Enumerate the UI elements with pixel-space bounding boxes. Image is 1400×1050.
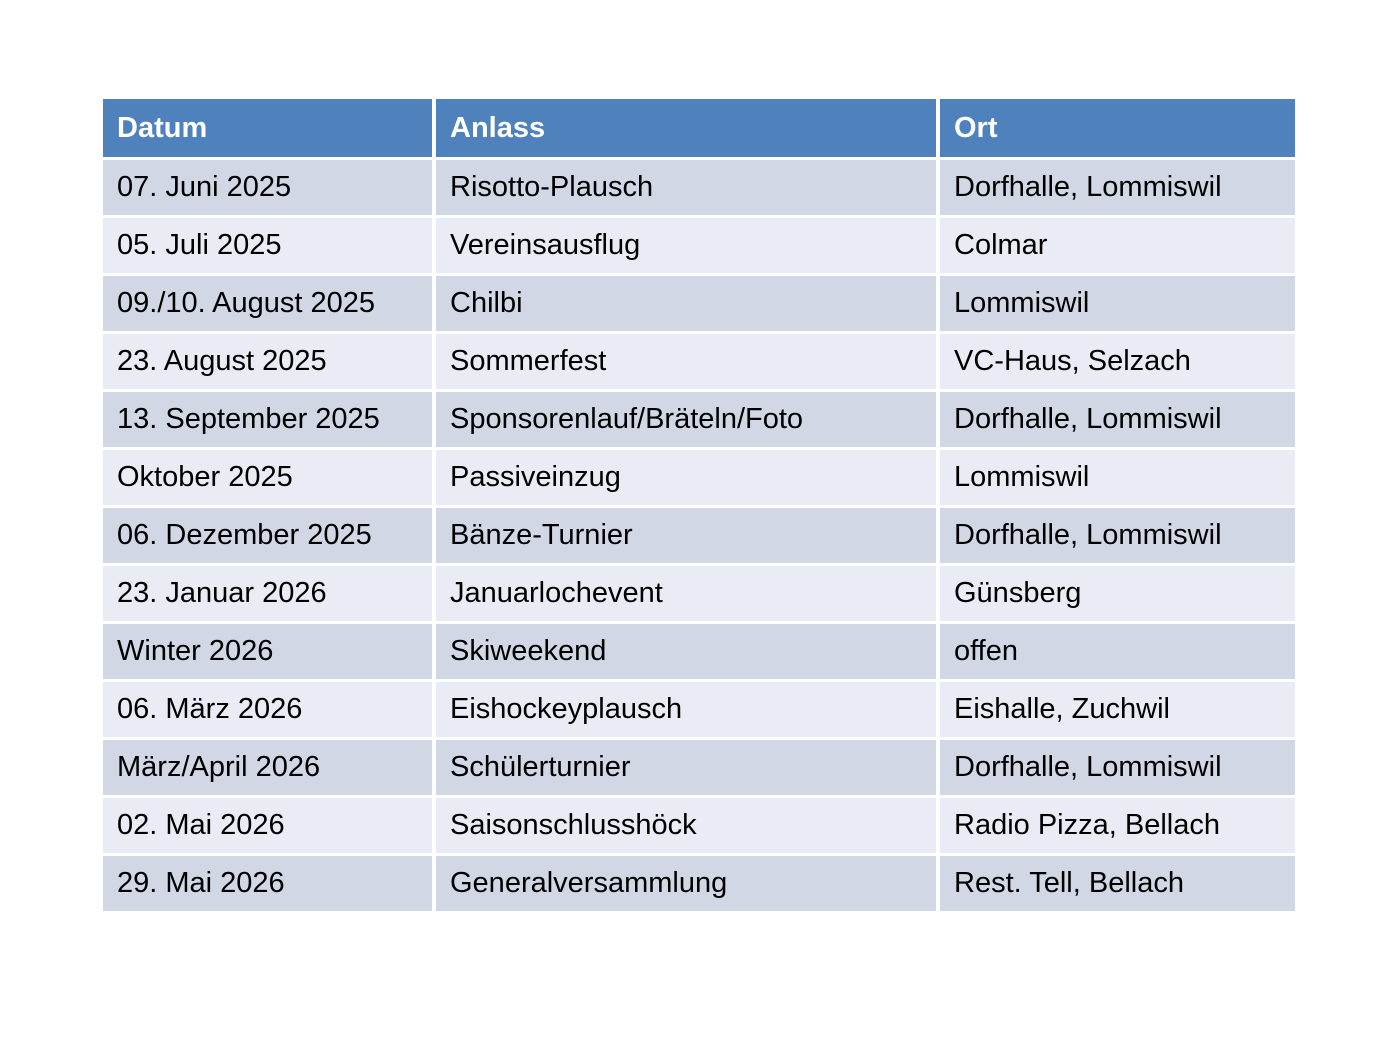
table-row: Oktober 2025 Passiveinzug Lommiswil — [103, 447, 1295, 505]
cell-datum: Winter 2026 — [103, 621, 432, 679]
cell-datum: 05. Juli 2025 — [103, 215, 432, 273]
table-row: 06. März 2026 Eishockeyplausch Eishalle, Z… — [103, 679, 1295, 737]
cell-anlass: Chilbi — [432, 273, 936, 331]
cell-ort: Dorfhalle, Lommiswil — [936, 737, 1295, 795]
cell-ort: Lommiswil — [936, 273, 1295, 331]
cell-ort: Dorfhalle, Lommiswil — [936, 157, 1295, 215]
column-header-anlass: Anlass — [432, 99, 936, 157]
cell-anlass: Vereinsausflug — [432, 215, 936, 273]
cell-anlass: Saisonschlusshöck — [432, 795, 936, 853]
cell-anlass: Skiweekend — [432, 621, 936, 679]
cell-ort: Lommiswil — [936, 447, 1295, 505]
cell-datum: März/April 2026 — [103, 737, 432, 795]
cell-ort: VC-Haus, Selzach — [936, 331, 1295, 389]
table-row: März/April 2026 Schülerturnier Dorfhalle, … — [103, 737, 1295, 795]
cell-ort: Günsberg — [936, 563, 1295, 621]
cell-ort: Dorfhalle, Lommiswil — [936, 389, 1295, 447]
table-row: 02. Mai 2026 Saisonschlusshöck Radio Pizza… — [103, 795, 1295, 853]
cell-datum: 02. Mai 2026 — [103, 795, 432, 853]
cell-anlass: Schülerturnier — [432, 737, 936, 795]
cell-anlass: Sommerfest — [432, 331, 936, 389]
cell-datum: 09./10. August 2025 — [103, 273, 432, 331]
table-row: Winter 2026 Skiweekend offen — [103, 621, 1295, 679]
table-row: 23. Januar 2026 Januarlochevent Günsberg — [103, 563, 1295, 621]
table-row: 29. Mai 2026 Generalversammlung Rest. Tell… — [103, 853, 1295, 911]
cell-datum: 13. September 2025 — [103, 389, 432, 447]
column-header-ort: Ort — [936, 99, 1295, 157]
cell-ort: Radio Pizza, Bellach — [936, 795, 1295, 853]
column-header-datum: Datum — [103, 99, 432, 157]
table-row: 23. August 2025 Sommerfest VC-Haus, Selzac… — [103, 331, 1295, 389]
cell-ort: Rest. Tell, Bellach — [936, 853, 1295, 911]
table-row: 09./10. August 2025 Chilbi Lommiswil — [103, 273, 1295, 331]
cell-anlass: Generalversammlung — [432, 853, 936, 911]
cell-datum: 23. Januar 2026 — [103, 563, 432, 621]
cell-anlass: Passiveinzug — [432, 447, 936, 505]
table-row: 07. Juni 2025 Risotto-Plausch Dorfhalle, L… — [103, 157, 1295, 215]
cell-datum: 06. März 2026 — [103, 679, 432, 737]
cell-datum: 06. Dezember 2025 — [103, 505, 432, 563]
cell-ort: offen — [936, 621, 1295, 679]
cell-datum: 29. Mai 2026 — [103, 853, 432, 911]
cell-anlass: Bänze-Turnier — [432, 505, 936, 563]
cell-datum: Oktober 2025 — [103, 447, 432, 505]
cell-ort: Dorfhalle, Lommiswil — [936, 505, 1295, 563]
table-row: 05. Juli 2025 Vereinsausflug Colmar — [103, 215, 1295, 273]
table-row: 06. Dezember 2025 Bänze-Turnier Dorfhalle,… — [103, 505, 1295, 563]
table-body: 07. Juni 2025 Risotto-Plausch Dorfhalle, L… — [103, 157, 1295, 911]
events-table: Datum Anlass Ort 07. Juni 2025 Risotto-Pl… — [103, 99, 1295, 911]
header-row: Datum Anlass Ort — [103, 99, 1295, 157]
cell-ort: Colmar — [936, 215, 1295, 273]
cell-anlass: Sponsorenlauf/Bräteln/Foto — [432, 389, 936, 447]
cell-ort: Eishalle, Zuchwil — [936, 679, 1295, 737]
cell-datum: 23. August 2025 — [103, 331, 432, 389]
cell-anlass: Eishockeyplausch — [432, 679, 936, 737]
cell-anlass: Risotto-Plausch — [432, 157, 936, 215]
cell-datum: 07. Juni 2025 — [103, 157, 432, 215]
table-row: 13. September 2025 Sponsorenlauf/Bräteln/… — [103, 389, 1295, 447]
cell-anlass: Januarlochevent — [432, 563, 936, 621]
